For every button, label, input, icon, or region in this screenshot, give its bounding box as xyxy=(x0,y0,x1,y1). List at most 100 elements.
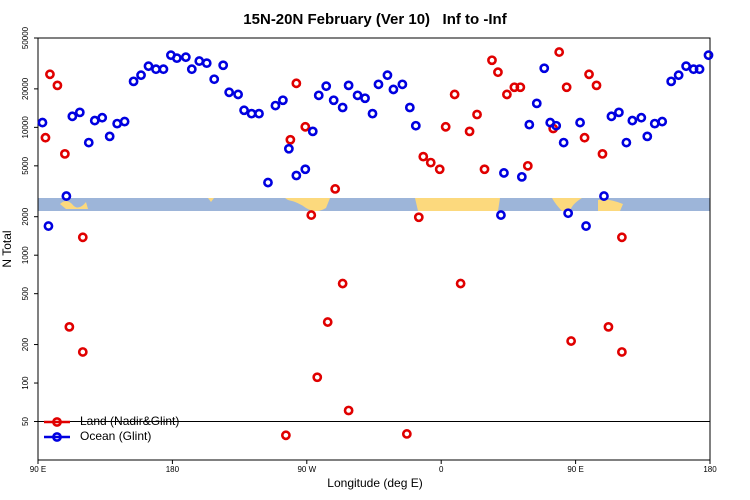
point xyxy=(218,60,229,71)
point xyxy=(254,108,264,119)
point xyxy=(703,50,714,61)
y-tick-label: 20000 xyxy=(21,77,30,100)
point xyxy=(74,107,85,118)
x-tick-label: 180 xyxy=(703,465,717,474)
point xyxy=(40,132,51,143)
point xyxy=(306,210,317,220)
point xyxy=(584,69,594,80)
point xyxy=(59,148,70,159)
legend-label: Ocean (Glint) xyxy=(80,429,151,443)
point xyxy=(330,184,341,194)
point xyxy=(502,89,512,100)
point xyxy=(581,221,591,231)
point xyxy=(367,108,378,119)
y-tick-label: 2000 xyxy=(21,207,30,225)
point xyxy=(599,191,609,201)
x-tick-label: 90 W xyxy=(297,465,316,474)
point xyxy=(77,347,88,357)
point xyxy=(373,79,384,90)
point xyxy=(404,102,415,113)
point xyxy=(186,64,197,75)
point xyxy=(300,121,311,132)
point xyxy=(516,171,527,182)
point xyxy=(112,118,123,129)
point xyxy=(67,111,78,122)
y-tick-label: 200 xyxy=(21,337,30,351)
point xyxy=(180,52,191,63)
point xyxy=(606,111,617,122)
point xyxy=(209,74,220,85)
point xyxy=(397,79,408,90)
point xyxy=(561,82,572,93)
point xyxy=(278,95,288,106)
point xyxy=(410,120,421,131)
point xyxy=(382,70,393,81)
point xyxy=(579,132,590,143)
point xyxy=(621,137,632,148)
point xyxy=(233,89,244,100)
point xyxy=(616,232,627,243)
point xyxy=(642,131,653,142)
chart-title: 15N-20N February (Ver 10) Inf to -Inf xyxy=(243,11,507,28)
x-tick-label: 90 E xyxy=(567,465,583,474)
point xyxy=(694,64,705,75)
point xyxy=(337,102,348,113)
point xyxy=(614,107,624,118)
point xyxy=(171,53,182,64)
point xyxy=(291,170,302,181)
point xyxy=(143,61,154,72)
plot-frame xyxy=(37,37,711,461)
point xyxy=(343,80,354,91)
point xyxy=(388,84,399,95)
point xyxy=(434,164,445,175)
point xyxy=(45,69,55,80)
point xyxy=(119,116,130,127)
point xyxy=(360,93,370,104)
point xyxy=(52,80,63,91)
point xyxy=(636,112,647,123)
point xyxy=(128,76,139,87)
x-tick-label: 90 E xyxy=(30,465,46,474)
point xyxy=(425,157,436,168)
point xyxy=(464,126,475,137)
point xyxy=(657,116,668,127)
point xyxy=(563,208,574,219)
point xyxy=(201,58,212,69)
point xyxy=(401,429,412,439)
point xyxy=(300,164,311,175)
point xyxy=(64,321,75,332)
y-axis-label: N Total xyxy=(0,230,14,267)
point xyxy=(591,80,602,91)
point xyxy=(496,210,506,220)
y-tick-label: 50 xyxy=(21,417,30,426)
point xyxy=(270,100,281,111)
point xyxy=(522,160,533,171)
point xyxy=(472,109,482,120)
point xyxy=(43,221,54,231)
point xyxy=(83,137,94,148)
y-tick-label: 10000 xyxy=(21,116,30,139)
point xyxy=(151,64,161,75)
point xyxy=(312,372,323,383)
point xyxy=(487,55,497,66)
point xyxy=(97,112,108,123)
point xyxy=(649,118,660,129)
point xyxy=(455,278,466,289)
point xyxy=(413,212,424,223)
point xyxy=(616,347,627,357)
point xyxy=(246,108,257,119)
point xyxy=(285,134,296,145)
y-tick-label: 50000 xyxy=(21,26,30,49)
point xyxy=(337,278,348,289)
x-tick-label: 0 xyxy=(439,465,444,474)
point xyxy=(77,232,88,243)
y-tick-label: 5000 xyxy=(21,156,30,174)
point xyxy=(539,63,550,74)
point xyxy=(627,115,638,126)
point xyxy=(681,61,692,72)
point xyxy=(283,143,294,154)
point xyxy=(440,121,451,132)
point xyxy=(136,70,146,81)
